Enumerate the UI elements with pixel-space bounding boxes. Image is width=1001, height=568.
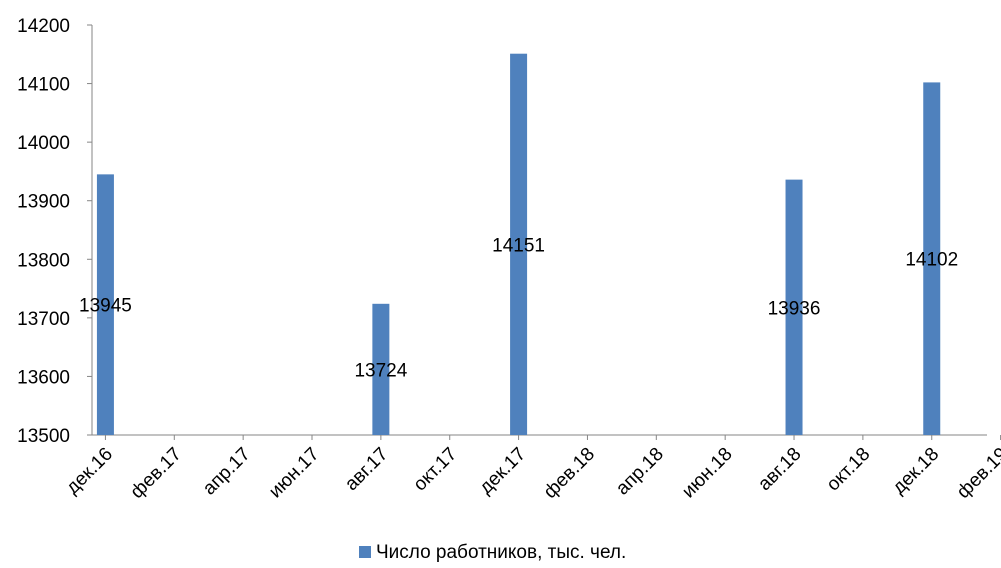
- axes: 13500 13600 13700 13800 13900 14000 14100 14200…: [17, 16, 1001, 503]
- x-tick-label: фев.19: [953, 444, 1001, 503]
- legend-swatch: [359, 546, 371, 558]
- y-tick-label: 13500: [17, 426, 70, 447]
- y-tick-label: 14100: [17, 75, 70, 96]
- x-tick-label: апр.17: [199, 444, 255, 500]
- x-tick-label: авг.18: [754, 444, 805, 495]
- data-label: 13724: [354, 360, 407, 381]
- data-labels: 139451372414151139361410213934: [79, 235, 958, 381]
- x-tick-label: дек.17: [475, 444, 530, 499]
- bar: [372, 303, 390, 435]
- bar: [785, 179, 803, 435]
- x-tick-label: фев.18: [540, 444, 599, 503]
- legend: Число работников, тыс. чел.: [359, 542, 626, 563]
- y-tick-label: 13600: [17, 367, 70, 388]
- x-tick-label: июн.17: [265, 444, 324, 503]
- data-label: 14151: [492, 235, 545, 256]
- bar: [96, 174, 114, 435]
- data-label: 13945: [79, 296, 132, 317]
- y-tick-label: 14000: [17, 133, 70, 154]
- x-tick-label: дек.16: [62, 444, 117, 499]
- bar: [510, 53, 528, 435]
- x-tick-label: окт.17: [410, 444, 462, 496]
- y-tick-label: 13700: [17, 309, 70, 330]
- y-tick-label: 13800: [17, 250, 70, 271]
- x-tick-label: фев.17: [127, 444, 186, 503]
- x-tick-label: апр.18: [612, 444, 668, 500]
- data-label: 13936: [768, 298, 821, 319]
- y-tick-label: 14200: [17, 16, 70, 37]
- y-tick-label: 13900: [17, 192, 70, 213]
- x-tick-label: дек.18: [889, 444, 944, 499]
- data-label: 14102: [905, 250, 958, 271]
- bars: [96, 53, 941, 436]
- legend-label: Число работников, тыс. чел.: [376, 542, 626, 563]
- x-tick-label: окт.18: [823, 444, 875, 496]
- x-tick-label: июн.18: [678, 444, 737, 503]
- x-tick-label: авг.17: [341, 444, 392, 495]
- bar: [923, 82, 941, 436]
